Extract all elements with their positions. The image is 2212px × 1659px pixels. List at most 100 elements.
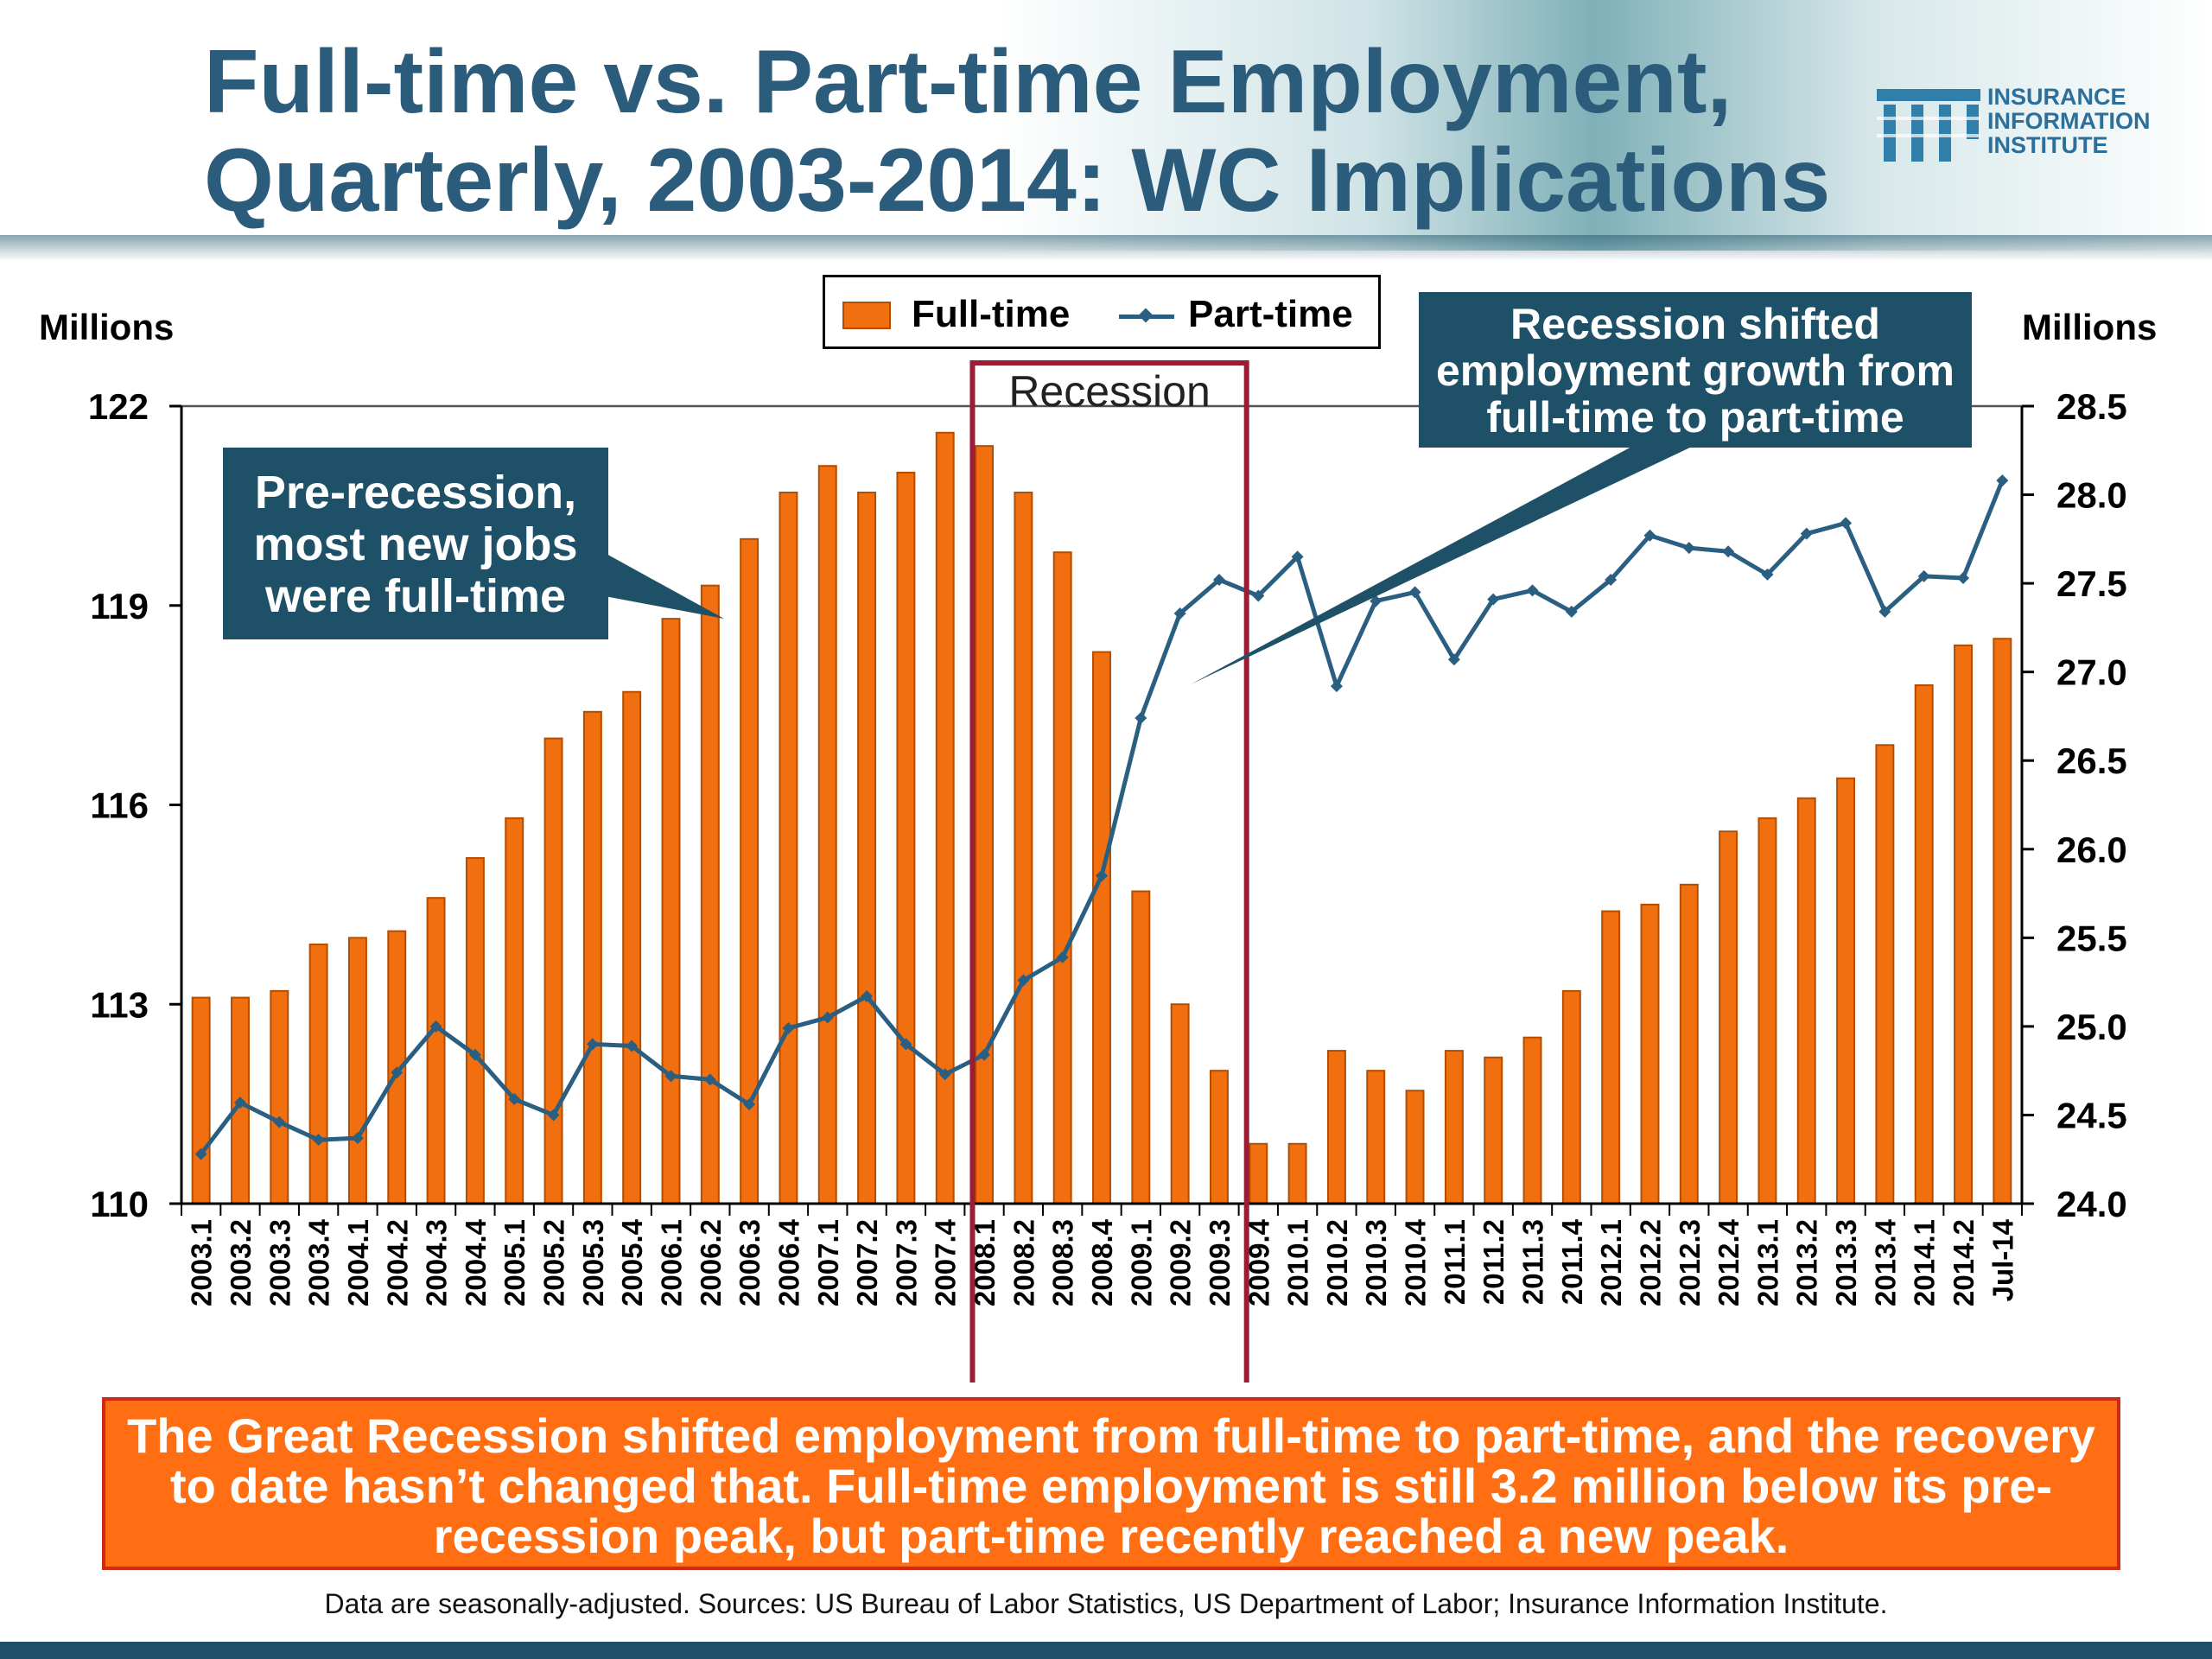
x-tick-label: 2013.2 xyxy=(1791,1219,1823,1306)
x-tick-label: 2009.3 xyxy=(1204,1219,1236,1306)
y-right-tick-label: 25.0 xyxy=(2056,1007,2127,1047)
fulltime-legend-label: Full-time xyxy=(912,293,1071,335)
fulltime-bar xyxy=(1601,910,1621,1205)
fulltime-bar xyxy=(270,989,289,1205)
parttime-point xyxy=(1840,517,1853,530)
fulltime-bar xyxy=(1287,1142,1307,1205)
parttime-legend-marker xyxy=(1138,308,1154,323)
y-right-tick-label: 24.5 xyxy=(2056,1095,2127,1135)
parttime-point xyxy=(1761,568,1774,581)
parttime-point xyxy=(391,1066,404,1079)
x-tick-label: 2012.1 xyxy=(1595,1219,1627,1306)
parttime-point xyxy=(1996,474,2009,487)
x-tick-label: 2014.2 xyxy=(1948,1219,1980,1306)
parttime-point xyxy=(1722,545,1735,558)
fulltime-bar xyxy=(1092,651,1111,1205)
fulltime-bar xyxy=(1836,777,1856,1205)
fulltime-bar xyxy=(1170,1003,1190,1205)
x-tick-label: 2003.1 xyxy=(186,1219,218,1306)
recession-box xyxy=(969,360,1249,1382)
parttime-point xyxy=(1408,586,1421,599)
fulltime-bar xyxy=(1679,883,1699,1205)
parttime-point xyxy=(1800,527,1813,540)
parttime-point xyxy=(351,1132,364,1145)
x-tick-label: 2004.3 xyxy=(421,1219,453,1306)
pre-recession-callout: Pre-recession, most new jobs were full-t… xyxy=(223,448,608,639)
parttime-point xyxy=(899,1038,912,1051)
fulltime-bar xyxy=(1954,644,1973,1205)
fulltime-bar xyxy=(1405,1090,1425,1205)
x-tick-label: 2012.3 xyxy=(1674,1219,1706,1306)
x-tick-label: 2006.3 xyxy=(734,1219,766,1306)
y-left-tick-label: 122 xyxy=(88,386,149,427)
x-tick-label: 2007.3 xyxy=(890,1219,922,1306)
parttime-point xyxy=(233,1096,246,1109)
fulltime-bar xyxy=(1758,817,1777,1205)
fulltime-legend-swatch xyxy=(842,302,891,329)
post-callout-pointer xyxy=(1191,446,1694,684)
x-tick-label: 2005.2 xyxy=(538,1219,570,1306)
parttime-point xyxy=(508,1092,521,1105)
parttime-point xyxy=(1017,974,1030,987)
fulltime-bar xyxy=(1796,797,1816,1205)
iii-logo-icon xyxy=(1877,89,1980,162)
parttime-point xyxy=(1487,593,1500,606)
x-tick-label: 2004.4 xyxy=(460,1218,492,1306)
fulltime-bar xyxy=(191,996,211,1205)
parttime-point xyxy=(1096,869,1108,882)
x-tick-label: 2008.3 xyxy=(1047,1219,1079,1306)
x-tick-label: 2014.1 xyxy=(1909,1219,1941,1306)
x-tick-label: 2012.2 xyxy=(1634,1219,1666,1306)
fulltime-bar xyxy=(661,618,681,1205)
x-tick-label: 2012.4 xyxy=(1713,1218,1745,1306)
parttime-point xyxy=(1252,589,1265,602)
parttime-point xyxy=(1605,574,1618,587)
fulltime-bar xyxy=(935,431,955,1205)
fulltime-bar xyxy=(582,710,602,1205)
y-right-tick-label: 27.5 xyxy=(2056,563,2127,604)
parttime-point xyxy=(429,1020,442,1033)
fulltime-bar xyxy=(817,465,837,1205)
fulltime-bar xyxy=(1131,890,1151,1205)
y-left-tick-label: 110 xyxy=(90,1184,149,1224)
parttime-point xyxy=(1135,711,1147,724)
source-note: Data are seasonally-adjusted. Sources: U… xyxy=(324,1588,1888,1619)
parttime-point xyxy=(273,1116,286,1128)
parttime-point xyxy=(1330,680,1343,693)
parttime-point xyxy=(586,1038,599,1051)
fulltime-bar xyxy=(308,944,328,1205)
parttime-point xyxy=(1878,605,1891,618)
parttime-point xyxy=(547,1109,560,1122)
y-right-tick-label: 25.5 xyxy=(2056,918,2127,958)
x-tick-label: 2004.1 xyxy=(342,1219,374,1306)
fulltime-bar xyxy=(543,737,563,1205)
fulltime-bar xyxy=(1052,551,1072,1205)
fulltime-bar xyxy=(1914,684,1934,1205)
x-tick-label: 2006.4 xyxy=(772,1218,804,1306)
fulltime-bar xyxy=(465,857,485,1205)
fulltime-bar xyxy=(1719,830,1738,1205)
parttime-legend-label: Part-time xyxy=(1188,293,1353,335)
x-tick-label: 2004.2 xyxy=(381,1219,413,1306)
x-tick-label: 2008.2 xyxy=(1007,1219,1039,1306)
fulltime-bar xyxy=(1561,989,1581,1205)
x-tick-label: Jul-14 xyxy=(1986,1218,2018,1301)
fulltime-bar xyxy=(857,491,877,1205)
employment-chart: Millions Millions 110 113 116 119 122 24.0 24.5 2… xyxy=(39,307,2157,1382)
recession-label: Recession xyxy=(1008,367,1210,416)
parttime-point xyxy=(1643,529,1656,542)
fulltime-bar xyxy=(700,584,720,1205)
fulltime-bar xyxy=(975,445,995,1205)
x-tick-label: 2005.1 xyxy=(499,1219,531,1306)
y-right-tick-label: 26.0 xyxy=(2056,830,2127,870)
x-tick-label: 2013.3 xyxy=(1830,1219,1862,1306)
parttime-point xyxy=(1370,594,1382,607)
x-tick-label: 2006.1 xyxy=(655,1219,687,1306)
x-tick-label: 2005.4 xyxy=(616,1218,648,1306)
fulltime-bar xyxy=(505,817,524,1205)
fulltime-bar xyxy=(1640,903,1660,1205)
fulltime-bar xyxy=(1366,1070,1386,1205)
parttime-point xyxy=(703,1073,716,1086)
x-tick-label: 2011.2 xyxy=(1478,1219,1510,1305)
x-tick-label: 2005.3 xyxy=(577,1219,609,1306)
